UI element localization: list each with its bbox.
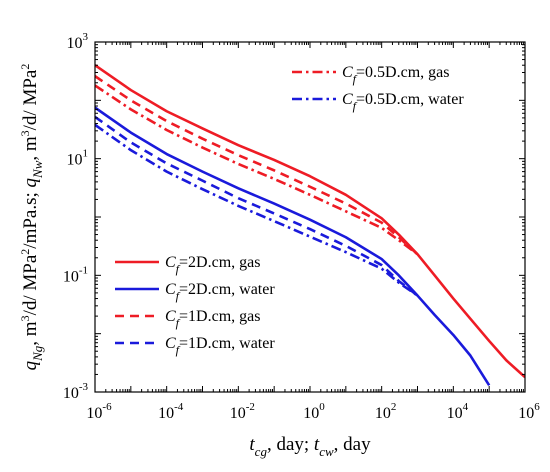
x-tick-label: 102	[375, 401, 397, 422]
x-tick-label: 100	[303, 401, 325, 422]
series-line-4	[95, 84, 419, 256]
legend-label: Cf=2D.cm, water	[165, 281, 275, 303]
y-tick-label: 10-3	[63, 381, 89, 402]
x-tick-label: 10-4	[158, 401, 184, 422]
x-tick-label: 10-2	[230, 401, 255, 422]
legend-label: Cf=1D.cm, gas	[165, 308, 260, 330]
series-line-0	[95, 64, 525, 379]
legend-label: Cf=0.5D.cm, gas	[342, 64, 449, 86]
x-tick-label: 106	[518, 401, 540, 422]
x-tick-label: 104	[447, 401, 469, 422]
series-line-1	[95, 106, 491, 387]
legend-label: Cf=1D.cm, water	[165, 335, 275, 357]
legend-label: Cf=0.5D.cm, water	[342, 91, 464, 113]
y-axis-label: qNg, m3/d/ MPa2/mPa.s; qNw, m3/d/ MPa2	[18, 64, 45, 371]
y-tick-label: 10-1	[63, 264, 88, 285]
y-tick-label: 103	[67, 31, 89, 52]
series-line-5	[95, 123, 419, 297]
legend-label: Cf=2D.cm, gas	[165, 254, 260, 276]
x-axis-label: tcg, day; tcw, day	[249, 434, 371, 459]
series-line-2	[95, 75, 419, 256]
x-tick-label: 10-6	[86, 401, 112, 422]
series-line-3	[95, 115, 419, 297]
y-tick-label: 101	[67, 148, 89, 169]
